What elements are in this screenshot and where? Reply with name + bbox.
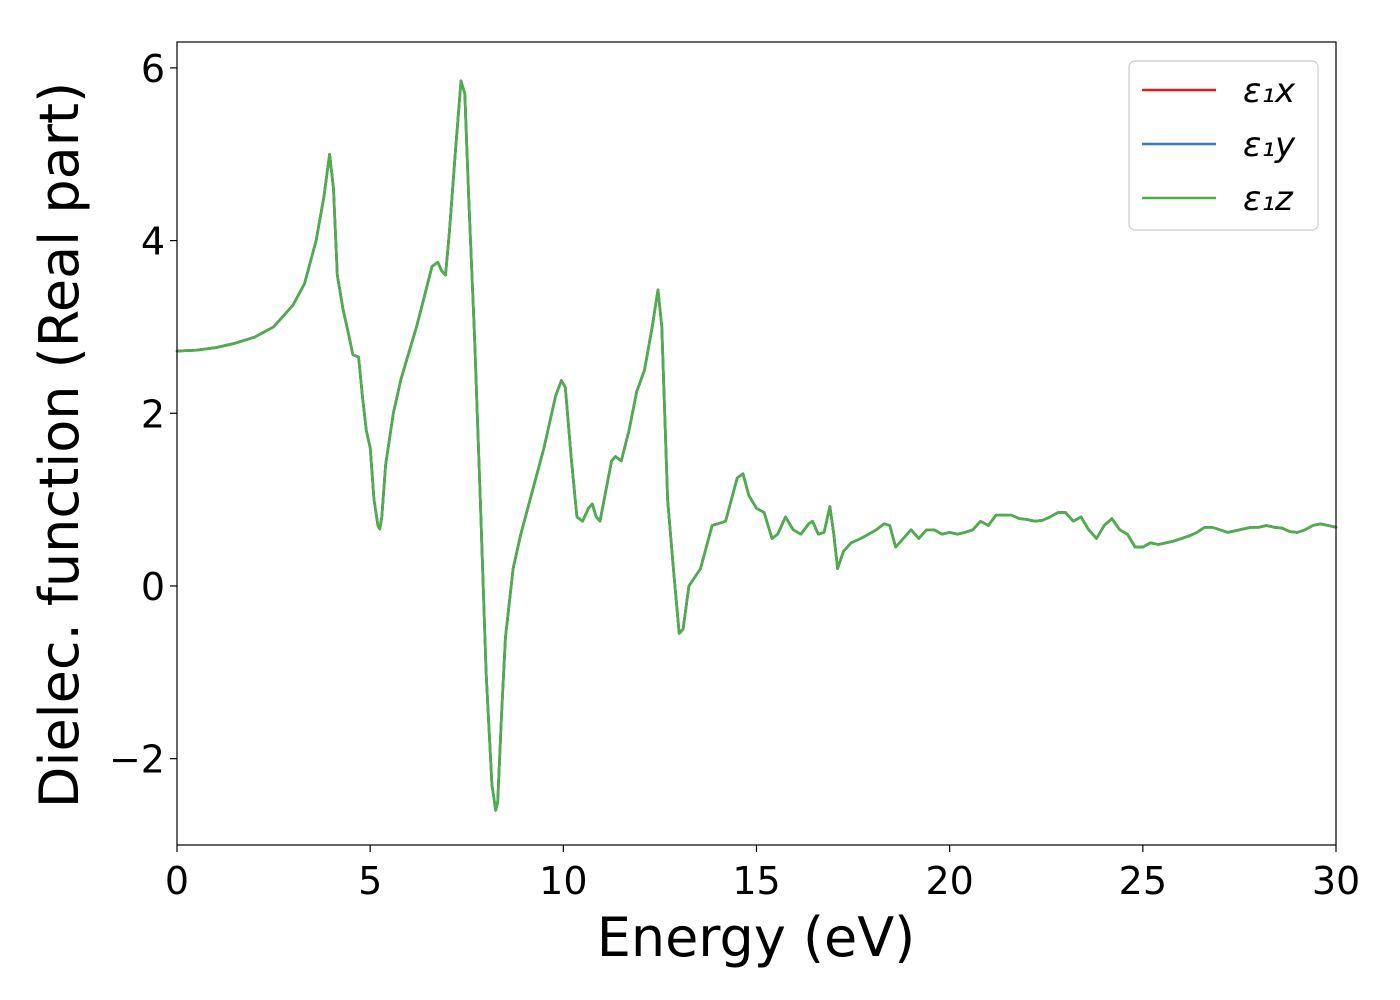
series-line-3 <box>175 79 1338 812</box>
legend-box <box>1128 60 1319 231</box>
y-tick-label: 6 <box>141 47 165 91</box>
x-tick-label: 10 <box>539 859 587 903</box>
x-axis-ticks: 0 5 10 15 20 25 30 <box>165 845 1360 903</box>
x-tick-label: 25 <box>1119 859 1167 903</box>
x-tick-label: 0 <box>165 859 189 903</box>
legend-label: ε₁z <box>1243 179 1294 219</box>
y-tick-label: 0 <box>141 565 165 609</box>
x-axis-title: Energy (eV) <box>597 906 916 969</box>
y-axis-title: Dielec. function (Real part) <box>28 82 91 808</box>
x-tick-label: 20 <box>925 859 973 903</box>
legend-label: ε₁x <box>1243 71 1296 111</box>
y-tick-label: 4 <box>141 220 165 264</box>
legend-items: ε₁x ε₁y ε₁z <box>1142 71 1296 219</box>
y-tick-label: 2 <box>141 392 165 436</box>
x-tick-label: 15 <box>732 859 780 903</box>
legend: ε₁x ε₁y ε₁z <box>1128 60 1319 231</box>
y-tick-label: −2 <box>109 738 165 782</box>
series-layer <box>175 79 1338 812</box>
y-axis-ticks: −2 0 2 4 6 <box>109 47 177 782</box>
legend-label: ε₁y <box>1243 125 1296 165</box>
x-tick-label: 5 <box>358 859 382 903</box>
x-tick-label: 30 <box>1312 859 1360 903</box>
